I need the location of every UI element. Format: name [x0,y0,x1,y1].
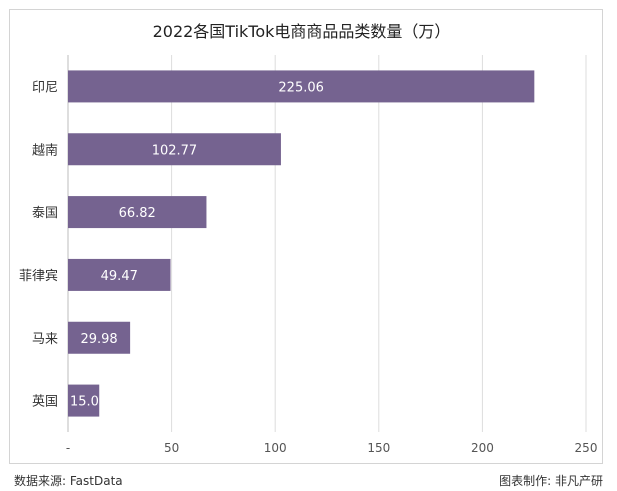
data-label: 49.47 [101,269,138,284]
bar [68,196,207,229]
chart-title: 2022各国TikTok电商商品品类数量（万） [152,22,451,41]
x-tick-label: 200 [471,441,494,455]
x-tick-label: 50 [164,441,179,455]
credit-note: 图表制作: 非凡产研 [499,474,603,488]
bar [68,384,100,417]
x-tick-label: 250 [575,441,598,455]
bar [68,133,281,166]
category-label: 泰国 [32,206,58,221]
category-label: 印尼 [32,80,58,95]
source-note: 数据来源: FastData [14,474,123,488]
bar [68,321,131,354]
category-label: 菲律宾 [19,268,58,284]
category-label: 马来 [32,332,58,347]
x-tick-label: 150 [367,441,390,455]
data-label: 29.98 [80,332,117,347]
data-label: 102.77 [152,143,198,158]
x-tick-label: 100 [264,441,287,455]
bar [68,70,535,103]
category-label: 英国 [32,395,58,410]
x-tick-label: - [66,441,70,455]
data-label: 66.82 [119,206,156,221]
data-label: 15.08 [70,395,107,410]
category-label: 越南 [32,142,58,158]
bar [68,258,171,291]
data-label: 225.06 [278,80,324,95]
